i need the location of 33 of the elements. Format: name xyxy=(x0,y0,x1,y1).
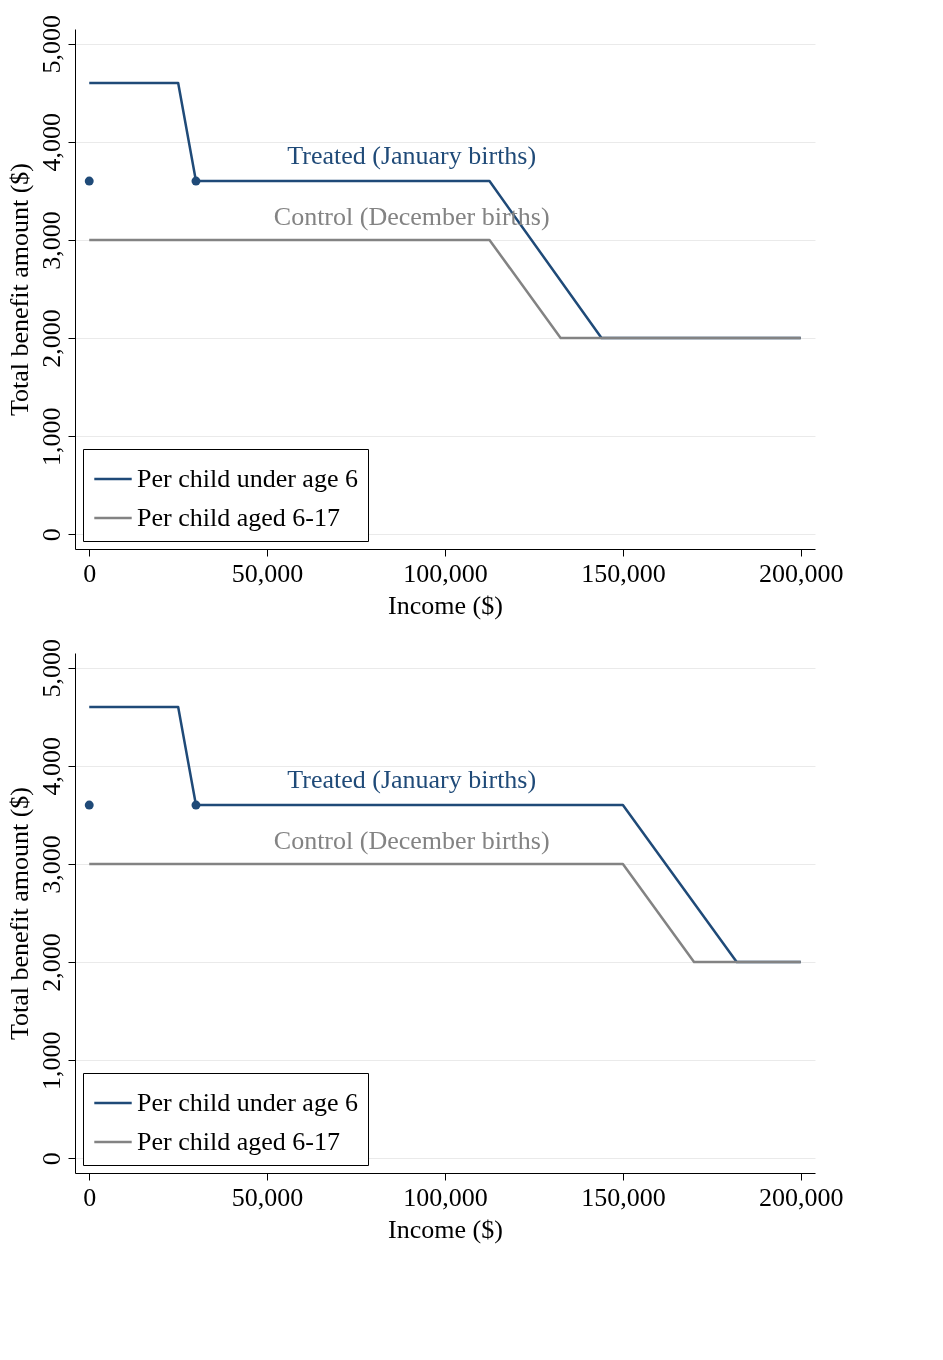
y-tick-label: 4,000 xyxy=(36,737,66,796)
x-tick-label: 50,000 xyxy=(231,558,304,588)
annotation: Treated (January births) xyxy=(287,141,537,171)
x-tick-label: 200,000 xyxy=(759,558,844,588)
x-tick-label: 150,000 xyxy=(581,1182,666,1212)
x-axis-title: Income ($) xyxy=(388,1214,503,1244)
y-tick-label: 0 xyxy=(36,528,66,542)
legend-label: Per child under age 6 xyxy=(137,464,358,493)
x-tick-label: 50,000 xyxy=(231,1182,304,1212)
y-tick-label: 0 xyxy=(36,1152,66,1166)
y-axis-title: Total benefit amount ($) xyxy=(4,786,34,1041)
y-axis-title: Total benefit amount ($) xyxy=(4,162,34,417)
annotation: Treated (January births) xyxy=(287,765,537,795)
x-tick-label: 0 xyxy=(83,558,97,588)
y-tick-label: 5,000 xyxy=(36,14,66,74)
legend-label: Per child under age 6 xyxy=(137,1088,358,1117)
y-tick-label: 5,000 xyxy=(36,638,66,698)
y-tick-label: 2,000 xyxy=(36,309,66,368)
x-tick-label: 100,000 xyxy=(403,558,488,588)
legend-label: Per child aged 6-17 xyxy=(137,1127,340,1156)
x-tick-label: 200,000 xyxy=(759,1182,844,1212)
y-tick-label: 3,000 xyxy=(36,211,66,270)
y-tick-label: 4,000 xyxy=(36,113,66,172)
x-tick-label: 0 xyxy=(83,1182,97,1212)
y-tick-label: 1,000 xyxy=(36,1031,66,1090)
y-tick-label: 2,000 xyxy=(36,933,66,992)
x-tick-label: 100,000 xyxy=(403,1182,488,1212)
annotation: Control (December births) xyxy=(273,826,550,856)
x-tick-label: 150,000 xyxy=(581,558,666,588)
y-tick-label: 3,000 xyxy=(36,835,66,894)
x-axis-title: Income ($) xyxy=(388,590,503,620)
legend-label: Per child aged 6-17 xyxy=(137,503,340,532)
y-tick-label: 1,000 xyxy=(36,407,66,466)
